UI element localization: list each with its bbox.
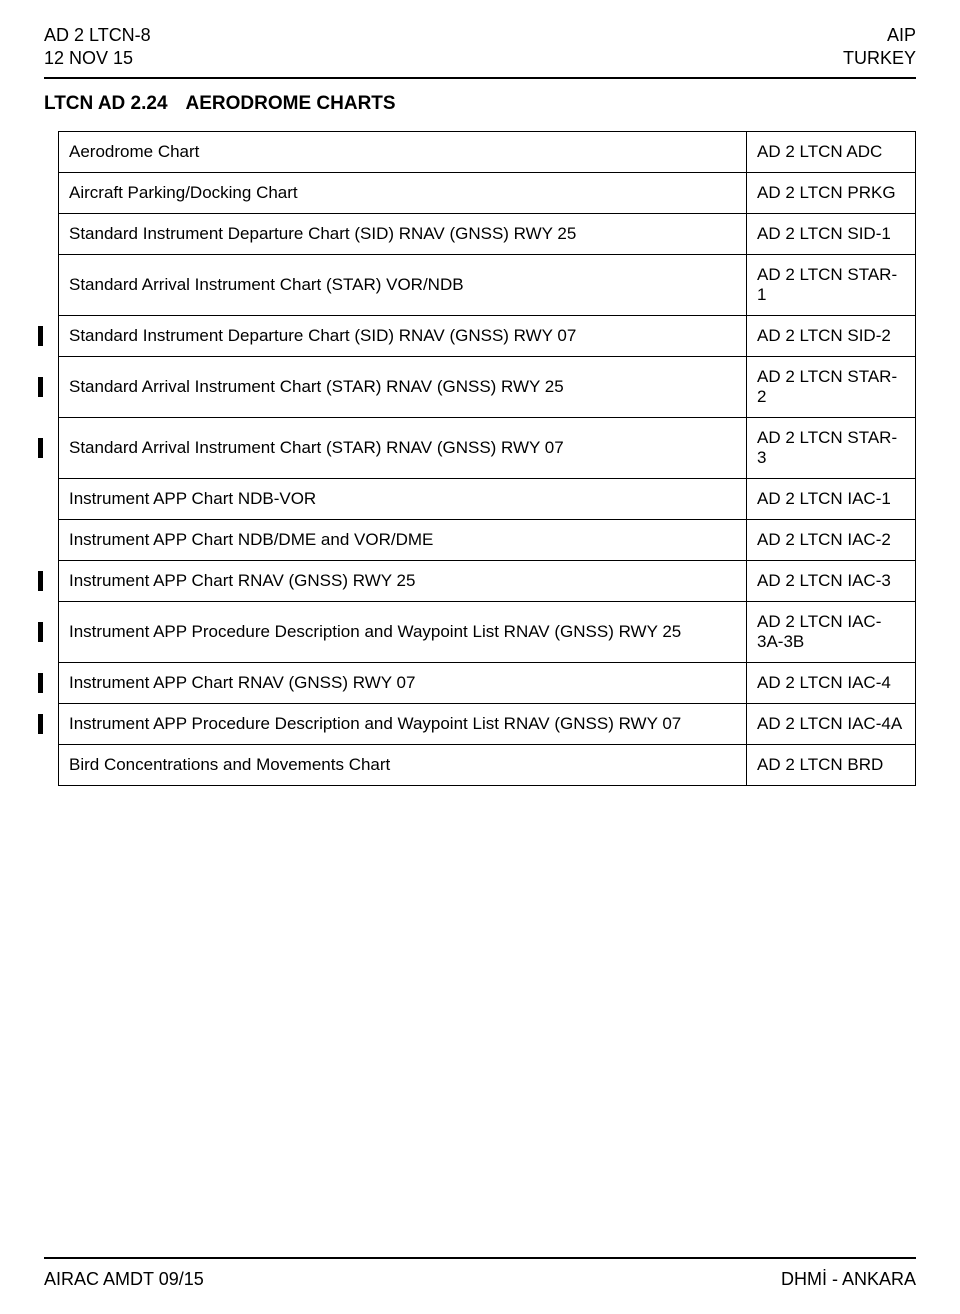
section-name: AERODROME CHARTS [186, 93, 396, 114]
header-doc-ref: AD 2 LTCN-8 [44, 24, 151, 47]
change-bar-icon [38, 622, 43, 642]
page-footer: AIRAC AMDT 09/15 DHMİ - ANKARA [44, 1257, 916, 1290]
charts-table-wrap: Aerodrome ChartAD 2 LTCN ADCAircraft Par… [58, 131, 916, 786]
chart-description: Standard Arrival Instrument Chart (STAR)… [59, 417, 747, 478]
section-code: LTCN AD 2.24 [44, 93, 168, 114]
footer-amendment: AIRAC AMDT 09/15 [44, 1269, 204, 1290]
chart-description: Instrument APP Procedure Description and… [59, 703, 747, 744]
footer-authority: DHMİ - ANKARA [781, 1269, 916, 1290]
change-bar-icon [38, 571, 43, 591]
chart-description: Standard Arrival Instrument Chart (STAR)… [59, 254, 747, 315]
chart-description: Instrument APP Chart RNAV (GNSS) RWY 07 [59, 662, 747, 703]
table-row: Standard Arrival Instrument Chart (STAR)… [59, 356, 916, 417]
table-row: Instrument APP Procedure Description and… [59, 703, 916, 744]
header-country: TURKEY [843, 47, 916, 70]
chart-reference: AD 2 LTCN SID-1 [747, 213, 916, 254]
header-aip: AIP [843, 24, 916, 47]
table-row: Standard Arrival Instrument Chart (STAR)… [59, 254, 916, 315]
table-row: Bird Concentrations and Movements ChartA… [59, 744, 916, 785]
chart-reference: AD 2 LTCN IAC-4A [747, 703, 916, 744]
table-row: Standard Instrument Departure Chart (SID… [59, 315, 916, 356]
page-header: AD 2 LTCN-8 12 NOV 15 AIP TURKEY [44, 24, 916, 71]
change-bar-icon [38, 438, 43, 458]
table-row: Standard Arrival Instrument Chart (STAR)… [59, 417, 916, 478]
header-left: AD 2 LTCN-8 12 NOV 15 [44, 24, 151, 71]
chart-description: Standard Arrival Instrument Chart (STAR)… [59, 356, 747, 417]
table-row: Instrument APP Chart RNAV (GNSS) RWY 07A… [59, 662, 916, 703]
chart-description: Instrument APP Chart NDB/DME and VOR/DME [59, 519, 747, 560]
chart-reference: AD 2 LTCN SID-2 [747, 315, 916, 356]
table-row: Instrument APP Procedure Description and… [59, 601, 916, 662]
change-bar-icon [38, 714, 43, 734]
charts-table: Aerodrome ChartAD 2 LTCN ADCAircraft Par… [58, 131, 916, 786]
chart-description: Standard Instrument Departure Chart (SID… [59, 213, 747, 254]
chart-reference: AD 2 LTCN IAC-4 [747, 662, 916, 703]
chart-description: Aerodrome Chart [59, 131, 747, 172]
chart-reference: AD 2 LTCN STAR-2 [747, 356, 916, 417]
chart-description: Aircraft Parking/Docking Chart [59, 172, 747, 213]
header-right: AIP TURKEY [843, 24, 916, 71]
chart-reference: AD 2 LTCN IAC-1 [747, 478, 916, 519]
change-bar-icon [38, 377, 43, 397]
chart-reference: AD 2 LTCN BRD [747, 744, 916, 785]
chart-reference: AD 2 LTCN STAR-3 [747, 417, 916, 478]
change-bar-icon [38, 673, 43, 693]
table-row: Instrument APP Chart NDB-VORAD 2 LTCN IA… [59, 478, 916, 519]
chart-description: Instrument APP Chart RNAV (GNSS) RWY 25 [59, 560, 747, 601]
chart-reference: AD 2 LTCN IAC-3 [747, 560, 916, 601]
chart-reference: AD 2 LTCN PRKG [747, 172, 916, 213]
chart-reference: AD 2 LTCN ADC [747, 131, 916, 172]
chart-description: Instrument APP Procedure Description and… [59, 601, 747, 662]
table-row: Instrument APP Chart NDB/DME and VOR/DME… [59, 519, 916, 560]
chart-description: Standard Instrument Departure Chart (SID… [59, 315, 747, 356]
header-divider [44, 77, 916, 79]
table-row: Standard Instrument Departure Chart (SID… [59, 213, 916, 254]
chart-description: Bird Concentrations and Movements Chart [59, 744, 747, 785]
chart-reference: AD 2 LTCN IAC-2 [747, 519, 916, 560]
table-row: Aircraft Parking/Docking ChartAD 2 LTCN … [59, 172, 916, 213]
section-title: LTCN AD 2.24 AERODROME CHARTS [44, 93, 916, 115]
chart-description: Instrument APP Chart NDB-VOR [59, 478, 747, 519]
page: AD 2 LTCN-8 12 NOV 15 AIP TURKEY LTCN AD… [0, 0, 960, 1314]
header-date: 12 NOV 15 [44, 47, 151, 70]
change-bar-icon [38, 326, 43, 346]
table-row: Aerodrome ChartAD 2 LTCN ADC [59, 131, 916, 172]
chart-reference: AD 2 LTCN STAR-1 [747, 254, 916, 315]
table-row: Instrument APP Chart RNAV (GNSS) RWY 25A… [59, 560, 916, 601]
chart-reference: AD 2 LTCN IAC-3A-3B [747, 601, 916, 662]
